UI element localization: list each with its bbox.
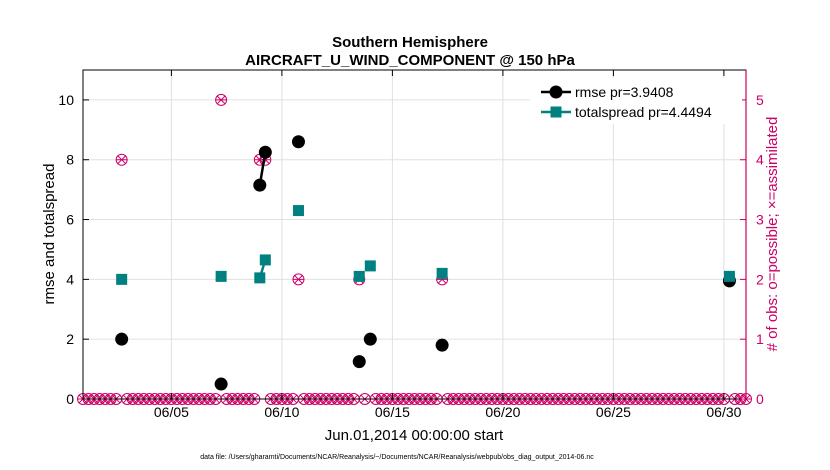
legend: rmse pr=3.9408 totalspread pr=4.4494 <box>530 78 742 124</box>
x-axis-label: Jun.01,2014 00:00:00 start <box>325 427 504 444</box>
legend-totalspread-marker <box>550 106 562 118</box>
y-tick-label-left: 2 <box>66 331 74 347</box>
y-tick-label-right: 4 <box>756 152 764 168</box>
y-tick-label-right: 3 <box>756 212 764 228</box>
totalspread-point <box>353 270 365 282</box>
x-tick-label: 06/20 <box>485 404 520 420</box>
rmse-point <box>258 145 272 159</box>
x-tick-label: 06/25 <box>596 404 631 420</box>
y-axis-label-left: rmse and totalspread <box>41 164 58 305</box>
y-axis-label-right: # of obs: o=possible; ×=assimilated <box>764 117 781 352</box>
chart-title-line1: Southern Hemisphere <box>332 34 488 51</box>
legend-totalspread-label: totalspread pr=4.4494 <box>575 104 712 120</box>
y-tick-label-left: 4 <box>66 271 74 287</box>
totalspread-point <box>215 270 227 282</box>
rmse-point <box>352 355 366 369</box>
rmse-point <box>115 332 129 346</box>
x-tick-label: 06/30 <box>706 404 741 420</box>
totalspread-point <box>292 205 304 217</box>
totalspread-point <box>436 267 448 279</box>
x-tick-label: 06/15 <box>375 404 410 420</box>
y-tick-label-left: 6 <box>66 212 74 228</box>
legend-box <box>530 78 742 124</box>
y-tick-label-left: 0 <box>66 391 74 407</box>
chart-title-line2: AIRCRAFT_U_WIND_COMPONENT @ 150 hPa <box>245 52 575 69</box>
totalspread-point <box>723 270 735 282</box>
y-tick-label-left: 10 <box>58 92 74 108</box>
y-tick-label-left: 8 <box>66 152 74 168</box>
y-tick-label-right: 1 <box>756 331 764 347</box>
x-tick-label: 06/10 <box>264 404 299 420</box>
legend-rmse-marker <box>549 85 563 99</box>
x-tick-label: 06/05 <box>154 404 189 420</box>
y-tick-label-right: 2 <box>756 271 764 287</box>
totalspread-point <box>364 260 376 272</box>
obs-assimilated-marker <box>215 95 227 105</box>
legend-rmse-label: rmse pr=3.9408 <box>575 84 674 100</box>
rmse-point <box>214 377 228 391</box>
obs-assimilated-marker <box>292 274 304 284</box>
data-file-footnote: data file: /Users/gharamti/Documents/NCA… <box>200 454 594 461</box>
y-tick-label-right: 0 <box>756 391 764 407</box>
totalspread-point <box>259 254 271 266</box>
rmse-point <box>363 332 377 346</box>
totalspread-point <box>254 272 266 284</box>
obs-assimilated-marker <box>116 155 128 165</box>
rmse-point <box>435 338 449 352</box>
axes: 06/05 06/10 06/15 06/20 06/25 06/30 0 2 4 6 8 10 0 1 2… <box>58 70 764 420</box>
y-tick-label-right: 5 <box>756 92 764 108</box>
totalspread-point <box>116 273 128 285</box>
rmse-point <box>291 135 305 149</box>
rmse-point <box>253 178 267 192</box>
